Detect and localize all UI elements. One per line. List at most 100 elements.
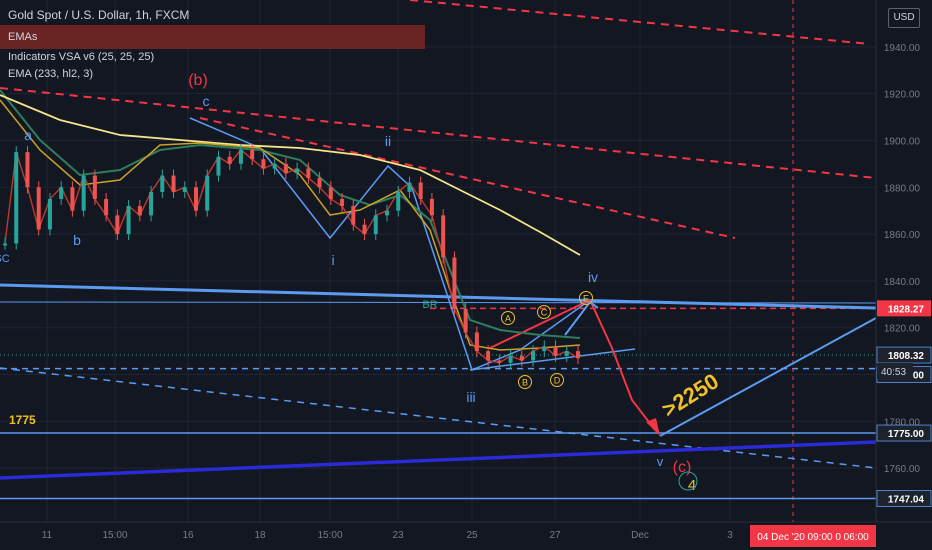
circle-label: D [554, 376, 561, 386]
candle-body [216, 156, 221, 176]
price-tick-label: 1820.00 [884, 324, 921, 335]
price-label-box [876, 424, 932, 442]
candle-body [328, 187, 333, 199]
circle-label: A [505, 314, 511, 324]
candle-body [149, 191, 154, 216]
ema-green-line [0, 89, 581, 339]
candle-body [441, 215, 446, 258]
candle-body [283, 163, 288, 174]
wave-label: 4 [688, 477, 696, 494]
candle-body [508, 355, 513, 363]
candle-body [171, 175, 176, 192]
candle-body [272, 163, 277, 169]
triangle-lower-line [469, 348, 636, 371]
wave-path [189, 117, 591, 372]
ema-orange-line [0, 99, 581, 351]
price-line [4, 148, 579, 364]
red-arrow-head [646, 418, 660, 436]
price-tick-label: 1860.00 [884, 230, 921, 241]
blue-forecast-line [659, 317, 877, 437]
price-tick-label: 1760.00 [884, 464, 921, 475]
candle-body [92, 175, 97, 199]
wave-label: b [73, 232, 81, 248]
time-tick-label: 11 [42, 530, 53, 541]
chart-drawings [0, 0, 877, 522]
time-tick-label: 27 [549, 530, 561, 541]
wave-label: BR [422, 299, 437, 311]
price-label-text: 1747.04 [888, 494, 925, 505]
candle-body [385, 210, 389, 216]
wave-label: v [657, 454, 664, 469]
candle-body [351, 205, 356, 225]
wave-label: i [331, 252, 334, 268]
time-tick-label: 15:00 [317, 530, 342, 541]
chart-title: Gold Spot / U.S. Dollar, 1h, FXCM [8, 8, 190, 22]
price-label-text: 1828.27 [888, 304, 925, 315]
circle-marker [579, 291, 593, 305]
wave-label: (b) [188, 72, 208, 89]
candle-body [519, 355, 524, 361]
candle-body [36, 187, 41, 230]
candle-body [59, 187, 64, 199]
candle-body [261, 159, 266, 169]
time-tick-label: 3 [727, 530, 733, 541]
price-axis: 1760.001780.001800.001820.001840.001860.… [875, 0, 932, 550]
dark-blue-trendline [0, 440, 877, 480]
price-label-text: 1775.00 [888, 429, 925, 440]
candle-body [362, 224, 367, 235]
candle-body [340, 198, 345, 206]
candle-body [373, 215, 378, 235]
price-tick-label: 1880.00 [884, 183, 921, 194]
wave-label: c [203, 93, 210, 109]
price-tick-label: 1900.00 [884, 136, 921, 147]
time-tick-label: 15:00 [102, 530, 127, 541]
wave-label: SC [0, 253, 10, 265]
blue-thin-line [0, 301, 877, 304]
candle-body [564, 351, 569, 356]
wave-label: a [24, 127, 32, 143]
currency-unit-button[interactable]: USD [888, 8, 920, 28]
countdown-box [877, 363, 913, 380]
candle-body [407, 182, 412, 192]
circle-label: B [522, 378, 528, 388]
price-axis-bg [876, 0, 932, 550]
ma-legend[interactable]: EMA (233, hl2, 3) [8, 68, 93, 80]
time-axis: 11 15:00 16 18 15:00 23 25 27 Dec 3 04 Dec '20 09:… [0, 521, 932, 550]
candle-body [81, 175, 86, 211]
circle-marker [537, 305, 551, 319]
candle-body [3, 243, 7, 246]
red-channel-line-2 [199, 117, 736, 239]
candle-body [531, 351, 536, 361]
price-label-box [877, 300, 931, 317]
candle-body [418, 182, 423, 199]
red-channel-line-3 [409, 0, 871, 45]
candle-body [553, 346, 558, 356]
candle-body [115, 215, 120, 235]
emas-legend[interactable]: EMAs [0, 25, 425, 49]
countdown-text: 40:53 [881, 367, 906, 378]
wave-label: iv [588, 269, 598, 285]
price-label-box [876, 490, 932, 507]
date-badge-text: 04 Dec '20 09:00 0 06:00 [757, 532, 869, 543]
blue-dashed-channel [0, 367, 877, 469]
candle-body [137, 205, 142, 216]
candle-body [463, 308, 468, 333]
time-tick-label: Dec [631, 530, 649, 541]
candle-body [194, 187, 198, 211]
candle-body [542, 346, 547, 352]
time-tick-label: 25 [466, 530, 478, 541]
candle-body [227, 156, 232, 164]
circle-label: E [583, 294, 589, 304]
target-label: >2250 [657, 368, 723, 422]
candle-body [47, 198, 52, 230]
price-tick-label: 1940.00 [884, 43, 921, 54]
candle-body [474, 332, 479, 352]
time-tick-label: 16 [182, 530, 194, 541]
indicators-legend[interactable]: Indicators VSA v6 (25, 25, 25) [8, 51, 155, 63]
red-forecast-arrow [589, 299, 656, 431]
candle-body [486, 351, 491, 361]
candle-body [25, 152, 30, 188]
candle-body [576, 351, 580, 359]
wave-label: iii [466, 389, 475, 405]
chart-grid [0, 0, 876, 522]
